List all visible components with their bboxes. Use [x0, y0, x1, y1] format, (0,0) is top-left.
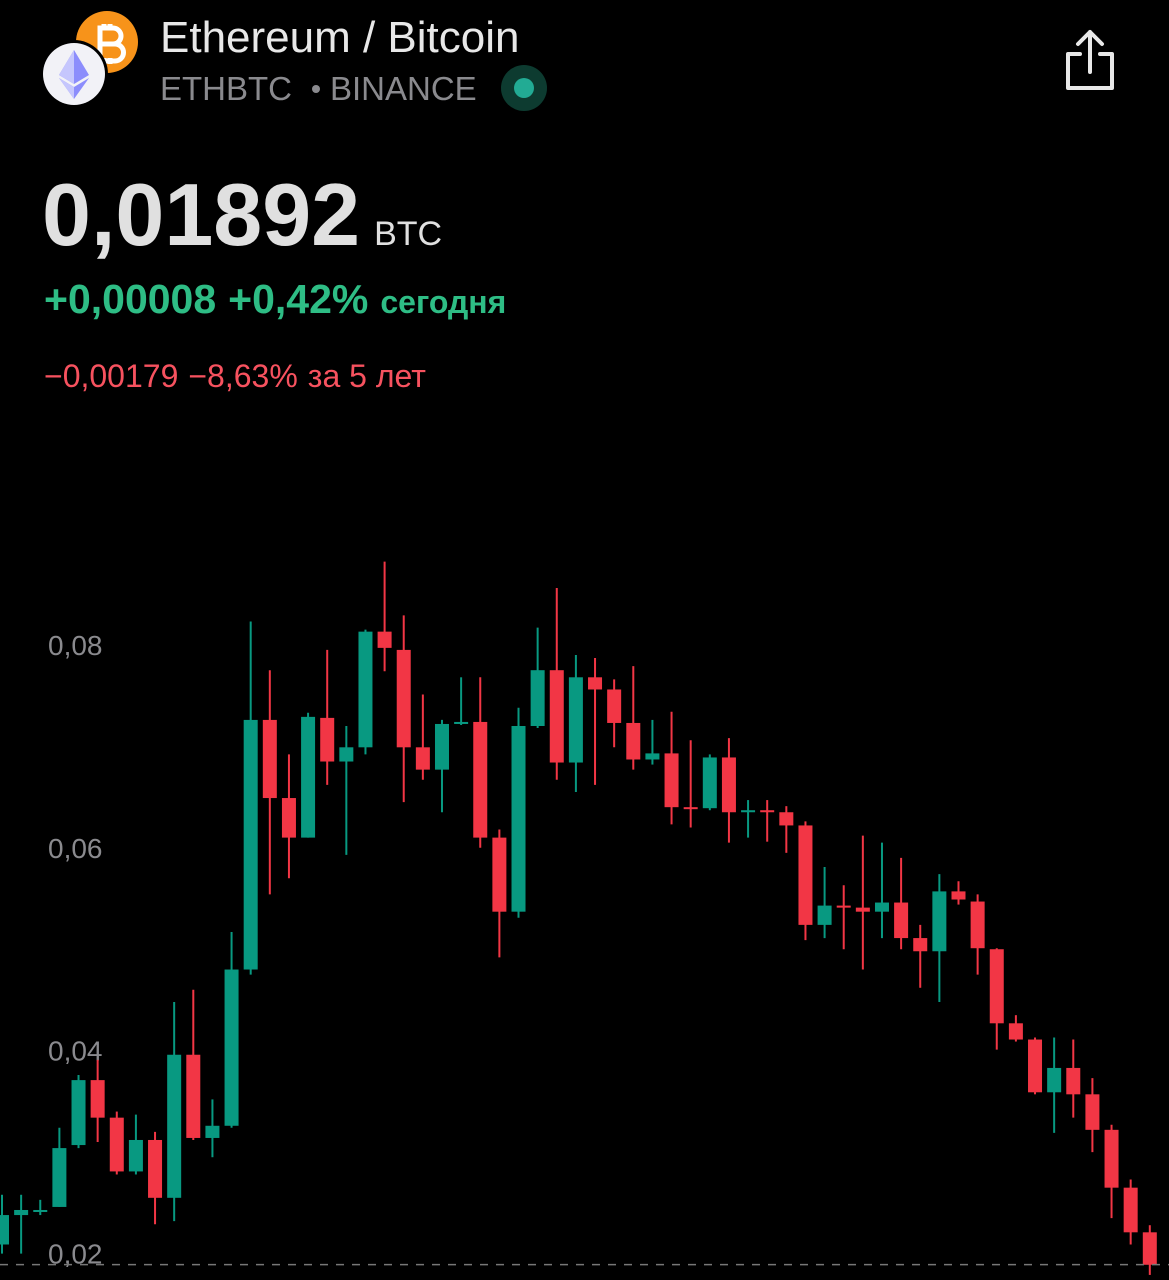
candle-body — [568, 677, 583, 763]
candle-body — [492, 837, 507, 912]
candle-body — [224, 969, 239, 1126]
y-tick-label: 0,04 — [48, 1036, 103, 1067]
candle-body — [1123, 1187, 1138, 1233]
candle-body — [243, 719, 258, 970]
candle-body — [52, 1148, 67, 1207]
candle-body — [721, 757, 736, 813]
share-button[interactable] — [1066, 30, 1114, 90]
candle-body — [798, 825, 813, 925]
change-pct: −8,63% — [188, 358, 297, 394]
candle-body — [14, 1209, 29, 1216]
candle-body — [0, 1215, 9, 1245]
chart: 0,02 0,04 0,06 0,08 — [0, 561, 1169, 1275]
candle-body — [205, 1125, 220, 1138]
candle-body — [377, 631, 392, 648]
candle-body — [664, 753, 679, 808]
candle-body — [454, 721, 469, 724]
y-tick-label: 0,08 — [48, 630, 103, 661]
period: сегодня — [380, 284, 506, 320]
candle-body — [148, 1139, 163, 1198]
price: 0,01892 BTC — [42, 165, 442, 264]
candle-body — [549, 670, 564, 763]
candle-body — [281, 798, 296, 838]
subtitle: ETHBTC BINANCE — [160, 70, 477, 107]
candle-body — [741, 810, 756, 813]
candle-body — [396, 649, 411, 748]
candle-body — [109, 1117, 124, 1172]
change-abs: +0,00008 — [44, 276, 216, 322]
candle-body — [301, 716, 316, 838]
period: за 5 лет — [308, 358, 426, 394]
candle-body — [434, 723, 449, 770]
five-year-change: −0,00179 −8,63% за 5 лет — [44, 358, 426, 394]
candle-body — [913, 938, 928, 952]
candle-body — [607, 689, 622, 723]
candle-body — [874, 902, 889, 912]
candle-body — [320, 717, 335, 762]
candle-body — [71, 1080, 86, 1146]
candle-body — [90, 1080, 105, 1118]
change-pct: +0,42% — [228, 276, 368, 322]
candle-body — [128, 1139, 143, 1172]
candle-body — [645, 753, 660, 760]
candle-body — [167, 1054, 182, 1198]
candle-body — [932, 891, 947, 952]
candle-body — [186, 1054, 201, 1138]
candle-body — [1142, 1232, 1157, 1265]
exchange: BINANCE — [330, 70, 477, 107]
candle-body — [989, 949, 1004, 1024]
price-value: 0,01892 — [42, 165, 360, 264]
today-change: +0,00008 +0,42% сегодня — [44, 276, 506, 322]
candle-body — [339, 747, 354, 762]
candle-body — [1047, 1067, 1062, 1093]
candle-body — [511, 726, 526, 912]
candle-body — [1028, 1039, 1043, 1093]
candle-body — [473, 721, 488, 838]
title: Ethereum / Bitcoin — [160, 13, 520, 62]
candle-body — [530, 670, 545, 727]
candle-body — [683, 807, 698, 810]
candle-body — [262, 719, 277, 799]
candle-body — [760, 810, 775, 813]
candle-body — [970, 901, 985, 949]
currency: BTC — [374, 215, 442, 253]
candle-body — [415, 747, 430, 770]
candle-body — [702, 757, 717, 809]
candle-body — [1066, 1067, 1081, 1095]
candle-body — [894, 902, 909, 939]
ethereum-icon — [40, 40, 108, 108]
candle-body — [855, 907, 870, 912]
symbol: ETHBTC — [160, 70, 292, 107]
candle-body — [1104, 1129, 1119, 1188]
candle-body — [951, 891, 966, 900]
candle-body — [836, 905, 851, 908]
separator-dot — [312, 85, 320, 93]
change-abs: −0,00179 — [44, 358, 178, 394]
candle-body — [358, 631, 373, 748]
candle-body — [1085, 1094, 1100, 1130]
status-dot — [514, 78, 534, 98]
candle-body — [779, 812, 794, 826]
candle-body — [626, 722, 641, 760]
candle-body — [588, 677, 603, 690]
candle-body — [33, 1209, 48, 1212]
candle-body — [817, 905, 832, 925]
candle-body — [1008, 1023, 1023, 1040]
y-tick-label: 0,06 — [48, 833, 103, 864]
y-tick-label: 0,02 — [48, 1239, 103, 1270]
